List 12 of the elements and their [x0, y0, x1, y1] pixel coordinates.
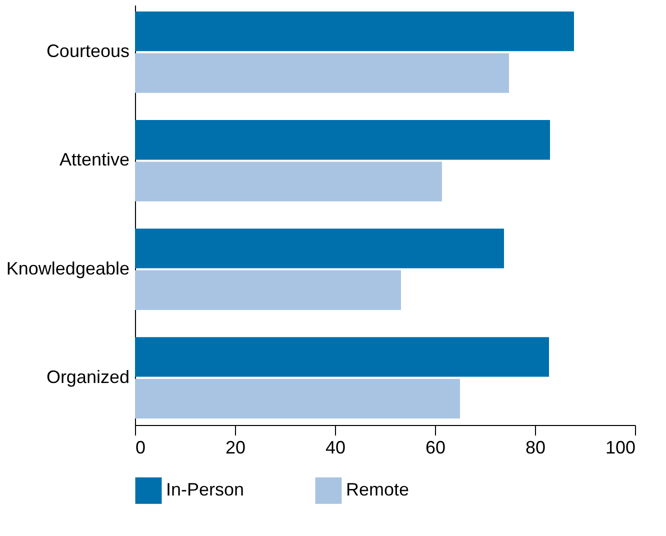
y-tick-label: Courteous [46, 41, 130, 62]
x-tick-label: 80 [525, 438, 546, 458]
legend-label: In-Person [166, 480, 244, 500]
x-tick-label: 0 [136, 438, 146, 458]
y-tick-label: Knowledgeable [6, 258, 130, 278]
y-tick-label: Attentive [59, 150, 130, 170]
y-tick-label: Organized [46, 366, 130, 387]
x-tick-label: 60 [425, 438, 446, 458]
x-tick-label: 20 [225, 438, 246, 458]
legend-label: Remote [346, 480, 410, 500]
x-tick-label: 100 [605, 438, 636, 458]
x-tick-label: 40 [325, 438, 346, 458]
